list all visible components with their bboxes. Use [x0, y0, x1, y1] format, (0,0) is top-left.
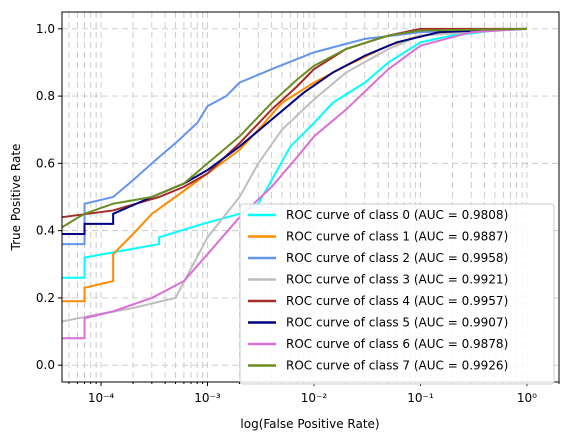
roc-curve-class-2: [62, 27, 527, 246]
roc-curve-class-0: [62, 27, 528, 279]
legend-box: [239, 203, 555, 385]
roc-curve-class-3: [61, 27, 528, 323]
x-axis-label: log(False Positive Rate): [240, 417, 379, 431]
axis-ticks: 10⁻⁴ 10⁻³ 10⁻² 10⁻¹ 10⁰ 0.0 0.2 0.4 0.6 0.8 1.0: [36, 22, 560, 405]
roc-curve-class-5: [62, 27, 527, 235]
y-tick-label: 0.2: [36, 291, 55, 305]
legend: ROC curve of class 0 (AUC = 0.9808) ROC c…: [239, 203, 555, 385]
legend-label: ROC curve of class 0 (AUC = 0.9808): [286, 208, 508, 222]
x-tick-label: 10⁻²: [301, 391, 328, 405]
x-tick-label: 10⁻⁴: [88, 391, 115, 405]
y-axis-label: True Positive Rate: [9, 144, 23, 252]
y-tick-label: 0.4: [36, 224, 55, 238]
legend-label: ROC curve of class 2 (AUC = 0.9958): [286, 251, 508, 265]
legend-label: ROC curve of class 1 (AUC = 0.9887): [286, 230, 508, 244]
x-tick-label: 10⁰: [517, 391, 537, 405]
x-tick-label: 10⁻¹: [407, 391, 434, 405]
legend-label: ROC curve of class 5 (AUC = 0.9907): [286, 316, 508, 330]
legend-label: ROC curve of class 7 (AUC = 0.9926): [286, 359, 508, 373]
y-tick-label: 0.6: [36, 156, 55, 170]
roc-curve-class-7: [61, 27, 527, 229]
y-tick-label: 0.8: [36, 89, 55, 103]
legend-label: ROC curve of class 3 (AUC = 0.9921): [286, 273, 508, 287]
x-tick-label: 10⁻³: [194, 391, 221, 405]
legend-label: ROC curve of class 6 (AUC = 0.9878): [286, 337, 508, 351]
y-tick-label: 1.0: [36, 22, 55, 36]
roc-curve-class-6: [62, 27, 528, 340]
y-tick-label: 0.0: [36, 358, 55, 372]
legend-label: ROC curve of class 4 (AUC = 0.9957): [286, 294, 508, 308]
plot-area: [61, 27, 528, 340]
